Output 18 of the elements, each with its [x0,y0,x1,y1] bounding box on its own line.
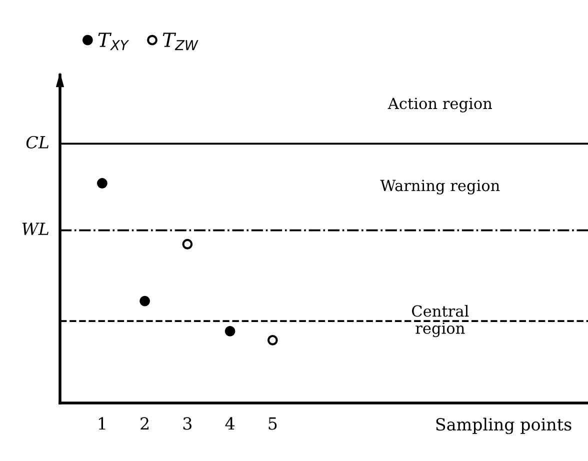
x-tick-label: 3 [183,417,192,430]
point [182,238,193,250]
point [224,326,236,336]
point [267,334,278,346]
ref-line-label: WL [22,222,48,235]
ref-line-label: CL [26,136,48,149]
legend-label: T$_{XY}$ [98,32,130,50]
x-tick-label: 4 [225,417,234,430]
point [140,296,150,306]
legend-label: T$_{ZW}$ [162,32,198,50]
text: Action region [388,98,492,112]
point [96,178,108,188]
x-tick-label: 5 [268,417,277,430]
text: Central region [412,304,469,338]
text: Warning region [380,180,500,194]
x-tick-label: 1 [98,417,106,430]
x-tick-label: 2 [140,417,148,430]
text: Sampling points [436,418,572,434]
